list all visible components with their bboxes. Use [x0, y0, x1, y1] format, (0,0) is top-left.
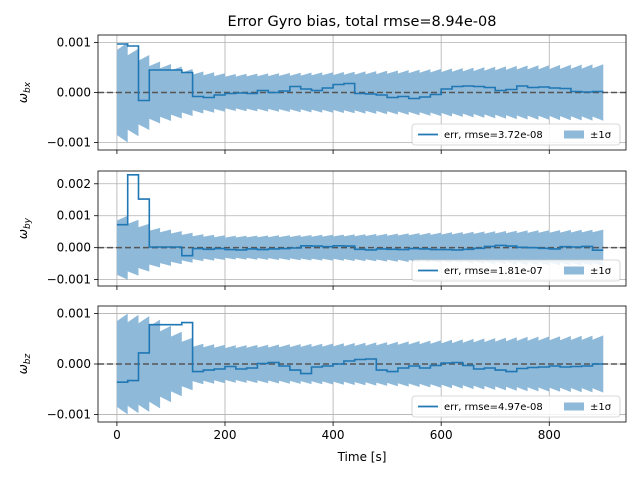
legend-sigma-label: ±1σ — [590, 130, 612, 141]
legend-sigma-label: ±1σ — [590, 402, 612, 413]
error-line — [116, 321, 604, 383]
legend-error-label: err, rmse=4.97e-08 — [444, 402, 543, 413]
y-tick-label: 0.002 — [57, 177, 91, 191]
y-tick-label: 0.000 — [57, 241, 91, 255]
legend: err, rmse=1.81e-07 ±1σ — [411, 259, 621, 282]
legend-box — [411, 123, 621, 146]
x-tick-label: 800 — [538, 428, 561, 442]
subplot-2: −0.001 0.000 0.001 0.002 ωby err, rmse=1.81e-… — [16, 170, 627, 290]
y-axis-label: ωbx — [16, 81, 33, 103]
legend-error-label: err, rmse=3.72e-08 — [444, 130, 543, 141]
y-axis-label: ωby — [16, 217, 33, 239]
x-axis-label: Time [s] — [337, 450, 387, 464]
legend-band-swatch — [564, 266, 584, 275]
y-tick-label: 0.000 — [57, 357, 91, 371]
y-tick-label: 0.001 — [57, 307, 91, 321]
legend-box — [411, 395, 621, 418]
legend-box — [411, 259, 621, 282]
figure-title: Error Gyro bias, total rmse=8.94e-08 — [228, 14, 497, 30]
y-tick-label: 0.001 — [57, 36, 91, 50]
y-tick-label: 0.001 — [57, 209, 91, 223]
x-tick-label: 400 — [322, 428, 345, 442]
x-tick-label: 600 — [430, 428, 453, 442]
x-tick-label: 200 — [214, 428, 237, 442]
subplot-3: −0.001 0.000 0.001 0 200 400 600 800 ωbz err, rms… — [16, 305, 627, 442]
legend: err, rmse=4.97e-08 ±1σ — [411, 395, 621, 418]
legend-sigma-label: ±1σ — [590, 266, 612, 277]
x-tick-label: 0 — [113, 428, 121, 442]
y-tick-label: −0.001 — [47, 273, 91, 287]
subplots: −0.001 0.000 0.001 ωbx err, rmse=3.72e-08 ±1σ… — [16, 34, 627, 442]
legend-band-swatch — [564, 130, 584, 139]
legend: err, rmse=3.72e-08 ±1σ — [411, 123, 621, 146]
legend-band-swatch — [564, 402, 584, 411]
y-tick-label: −0.001 — [47, 407, 91, 421]
subplot-1: −0.001 0.000 0.001 ωbx err, rmse=3.72e-08 ±1σ — [16, 34, 627, 154]
axes-frame — [97, 170, 627, 287]
legend-error-label: err, rmse=1.81e-07 — [444, 266, 543, 277]
y-tick-label: 0.000 — [57, 86, 91, 100]
error-line — [116, 174, 604, 257]
y-axis-label: ωbz — [16, 353, 33, 374]
error-line — [116, 43, 604, 102]
y-tick-label: −0.001 — [47, 136, 91, 150]
